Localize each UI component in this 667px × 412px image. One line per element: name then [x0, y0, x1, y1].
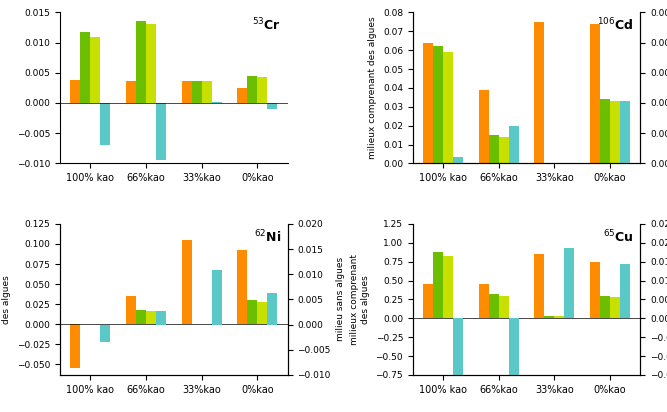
Bar	[181, 81, 191, 103]
Bar	[136, 21, 146, 103]
Bar	[544, 316, 554, 318]
Bar	[247, 300, 257, 324]
Bar	[443, 256, 453, 318]
Bar	[564, 163, 574, 164]
Bar	[590, 262, 600, 318]
Bar	[453, 157, 463, 164]
Bar	[101, 325, 111, 342]
Bar	[509, 126, 519, 164]
Text: $^{65}$Cu: $^{65}$Cu	[603, 228, 634, 245]
Bar	[211, 270, 221, 325]
Bar	[509, 318, 519, 412]
Bar	[600, 296, 610, 318]
Bar	[126, 81, 136, 103]
Bar	[433, 252, 443, 318]
Bar	[433, 47, 443, 164]
Bar	[564, 248, 574, 318]
Bar	[237, 250, 247, 324]
Bar	[136, 310, 146, 324]
Bar	[600, 99, 610, 164]
Bar	[267, 293, 277, 325]
Bar	[620, 101, 630, 164]
Bar	[81, 32, 91, 103]
Bar	[499, 296, 509, 318]
Y-axis label: milieux comprenant des algues: milieux comprenant des algues	[368, 16, 378, 159]
Bar	[146, 24, 156, 103]
Bar	[267, 103, 277, 109]
Bar	[590, 24, 600, 164]
Bar	[247, 76, 257, 103]
Bar	[554, 316, 564, 318]
Bar	[91, 37, 101, 103]
Bar	[146, 311, 156, 324]
Bar	[101, 103, 111, 145]
Bar	[610, 101, 620, 164]
Bar	[534, 254, 544, 318]
Bar	[443, 52, 453, 164]
Bar	[257, 302, 267, 324]
Bar	[620, 264, 630, 318]
Bar	[181, 240, 191, 324]
Y-axis label: milieux comprenant
des algues: milieux comprenant des algues	[350, 254, 370, 345]
Bar	[479, 90, 489, 164]
Bar	[126, 296, 136, 324]
Bar	[534, 22, 544, 164]
Bar	[489, 294, 499, 318]
Bar	[499, 137, 509, 164]
Bar	[201, 81, 211, 103]
Y-axis label: des algues: des algues	[3, 275, 11, 324]
Bar	[423, 42, 433, 164]
Bar	[479, 284, 489, 318]
Y-axis label: milieu sans algues: milieu sans algues	[336, 258, 346, 342]
Bar	[257, 77, 267, 103]
Bar	[489, 135, 499, 164]
Bar	[156, 311, 166, 325]
Text: $^{62}$Ni: $^{62}$Ni	[253, 228, 281, 245]
Bar	[237, 88, 247, 103]
Bar	[453, 318, 463, 412]
Bar	[71, 80, 81, 103]
Bar	[610, 297, 620, 318]
Bar	[423, 284, 433, 318]
Bar	[156, 103, 166, 160]
Bar	[191, 81, 201, 103]
Bar	[71, 324, 81, 368]
Text: $^{53}$Cr: $^{53}$Cr	[252, 17, 281, 33]
Text: $^{106}$Cd: $^{106}$Cd	[597, 17, 634, 33]
